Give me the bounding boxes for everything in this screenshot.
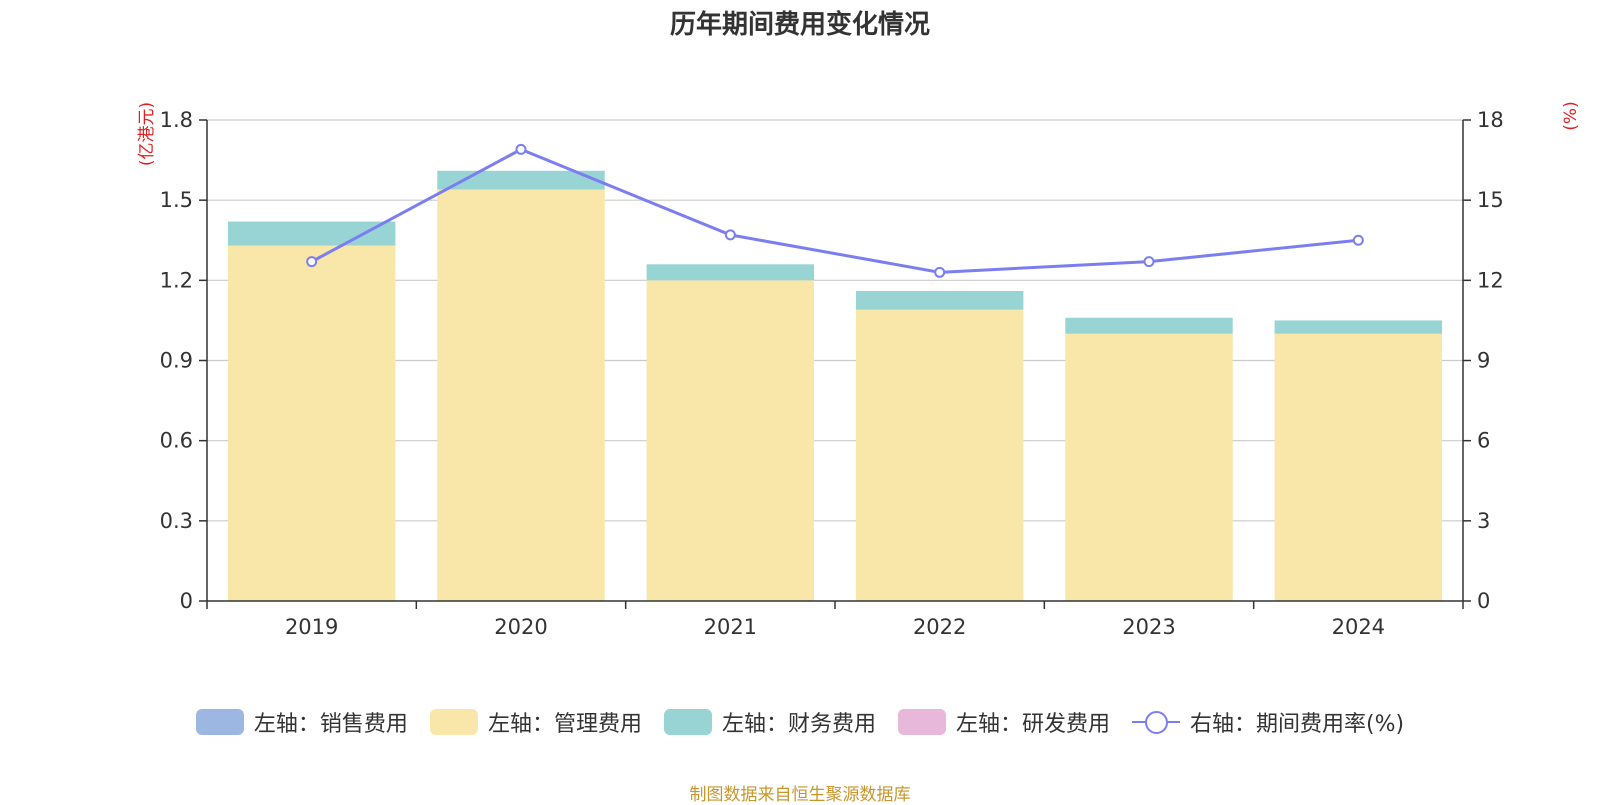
- right-axis-tick-label: 9: [1477, 349, 1490, 373]
- bar-2024-series-2: [1274, 320, 1443, 334]
- legend-label: 右轴：期间费用率(%): [1189, 712, 1405, 737]
- legend-item[interactable]: 右轴：期间费用率(%): [1131, 706, 1405, 738]
- left-axis-tick-label: 0.6: [160, 429, 193, 453]
- line-series: [306, 143, 1364, 278]
- line-point-2022: [934, 266, 946, 278]
- legend-swatch: [429, 709, 478, 735]
- left-axis-tick-label: 0.3: [160, 509, 193, 533]
- right-axis-tick-label: 0: [1477, 589, 1490, 613]
- bar-2023-series-2: [1065, 317, 1233, 334]
- bar-2022-series-1: [855, 309, 1024, 601]
- chart-title: 历年期间费用变化情况: [669, 10, 930, 40]
- line-point-2019: [306, 256, 318, 268]
- bar-2022-series-2: [855, 291, 1024, 310]
- legend-swatch: [1131, 709, 1180, 735]
- bar-2023-series-1: [1065, 333, 1233, 601]
- bar-2019-series-2: [227, 221, 396, 246]
- right-axis-unit-label: (%): [1561, 101, 1581, 130]
- line-point-2020: [515, 143, 527, 155]
- left-axis-unit-label: (亿港元): [137, 102, 157, 166]
- legend-label: 左轴：管理费用: [487, 712, 642, 737]
- legend-swatch: [663, 709, 712, 735]
- left-axis-tick-label: 1.2: [160, 268, 193, 292]
- bar-2024-series-1: [1274, 333, 1443, 601]
- x-axis-tick-label: 2024: [1332, 615, 1385, 639]
- x-axis-tick-label: 2021: [704, 615, 757, 639]
- legend: 左轴：销售费用 左轴：管理费用 左轴：财务费用 左轴：研发费用 右轴：期间费用率(%): [0, 706, 1600, 738]
- axes: 0 0.3 0.6 0.9 1.2 1.5 1.8 0 3 6 9 12 15 18 2019 2020 202…: [160, 108, 1504, 639]
- right-axis-tick-label: 6: [1477, 429, 1490, 453]
- legend-label: 左轴：财务费用: [721, 712, 876, 737]
- legend-swatch: [897, 709, 946, 735]
- left-axis-tick-label: 1.8: [160, 108, 193, 132]
- legend-item[interactable]: 左轴：研发费用: [897, 706, 1110, 738]
- line-series-path: [310, 147, 1359, 274]
- source-note: 制图数据来自恒生聚源数据库: [689, 785, 911, 805]
- left-axis-tick-label: 1.5: [160, 188, 193, 212]
- legend-label: 左轴：销售费用: [253, 712, 408, 737]
- bar-2021-series-2: [646, 264, 815, 281]
- legend-swatch: [195, 709, 244, 735]
- left-axis-tick-label: 0: [180, 589, 193, 613]
- x-axis-tick-label: 2023: [1122, 615, 1175, 639]
- x-axis-tick-label: 2022: [913, 615, 966, 639]
- right-axis-tick-label: 15: [1477, 188, 1504, 212]
- legend-item[interactable]: 左轴：管理费用: [429, 706, 642, 738]
- legend-item[interactable]: 左轴：财务费用: [663, 706, 876, 738]
- bar-2020-series-1: [437, 189, 605, 601]
- right-axis-tick-label: 18: [1477, 108, 1504, 132]
- legend-label: 左轴：研发费用: [955, 712, 1110, 737]
- right-axis-tick-label: 12: [1477, 268, 1504, 292]
- bar-2020-series-2: [437, 170, 605, 190]
- bar-2019-series-1: [227, 245, 396, 601]
- bar-series: [227, 170, 1443, 601]
- line-point-2024: [1352, 234, 1364, 246]
- left-axis-tick-label: 0.9: [160, 349, 193, 373]
- right-axis-tick-label: 3: [1477, 509, 1490, 533]
- grid-lines: [207, 119, 1463, 522]
- x-axis-tick-label: 2020: [494, 615, 547, 639]
- bar-2021-series-1: [646, 280, 815, 601]
- x-axis-tick-label: 2019: [285, 615, 338, 639]
- line-point-2021: [724, 229, 736, 241]
- legend-item[interactable]: 左轴：销售费用: [195, 706, 408, 738]
- line-point-2023: [1143, 256, 1155, 268]
